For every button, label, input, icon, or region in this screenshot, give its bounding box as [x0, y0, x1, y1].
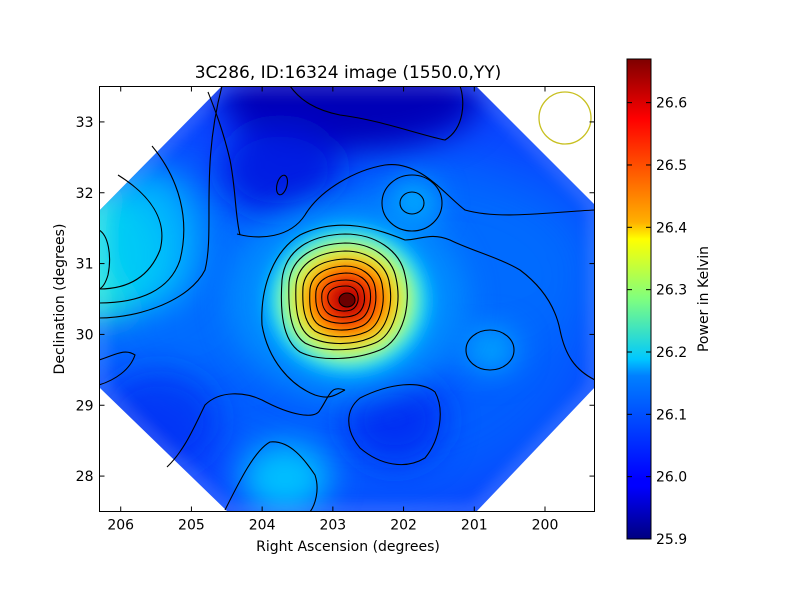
y-tick-label: 31 — [76, 257, 94, 273]
colorbar-tick-label: 26.2 — [656, 345, 687, 361]
contour-lines — [99, 86, 595, 512]
x-tick-label: 205 — [178, 518, 205, 534]
heatmap — [99, 86, 595, 512]
y-tick-label: 28 — [76, 469, 94, 485]
x-tick-label: 202 — [390, 518, 417, 534]
colorbar-ticks: 26.6 26.5 26.4 26.3 26.2 26.1 26.0 25.9 — [627, 96, 687, 548]
x-tick-label: 206 — [107, 518, 134, 534]
y-tick-label: 29 — [76, 398, 94, 414]
y-tick-label: 30 — [76, 327, 94, 343]
y-axis: 28 29 30 31 32 33 — [76, 115, 595, 485]
colorbar-tick-label: 25.9 — [656, 532, 687, 548]
colorbar — [626, 58, 652, 540]
colorbar-tick-label: 26.4 — [656, 220, 687, 236]
plot-frame — [99, 86, 595, 512]
beam-marker — [538, 91, 592, 145]
y-axis-label: Declination (degrees) — [52, 224, 68, 375]
x-tick-label: 200 — [532, 518, 559, 534]
peak-contours — [280, 233, 408, 360]
x-tick-label: 204 — [249, 518, 276, 534]
x-axis: 206 205 204 203 202 201 200 — [107, 86, 559, 534]
colorbar-tick-label: 26.1 — [656, 407, 687, 423]
colorbar-tick-label: 26.6 — [656, 96, 687, 112]
colorbar-label: Power in Kelvin — [696, 246, 712, 352]
y-tick-label: 33 — [76, 115, 94, 131]
colorbar-tick-label: 26.0 — [656, 470, 687, 486]
x-tick-label: 203 — [319, 518, 346, 534]
x-tick-label: 201 — [461, 518, 488, 534]
y-tick-label: 32 — [76, 186, 94, 202]
colorbar-tick-label: 26.5 — [656, 158, 687, 174]
x-axis-label: Right Ascension (degrees) — [256, 539, 440, 555]
colorbar-tick-label: 26.3 — [656, 283, 687, 299]
chart-title: 3C286, ID:16324 image (1550.0,YY) — [195, 63, 502, 83]
